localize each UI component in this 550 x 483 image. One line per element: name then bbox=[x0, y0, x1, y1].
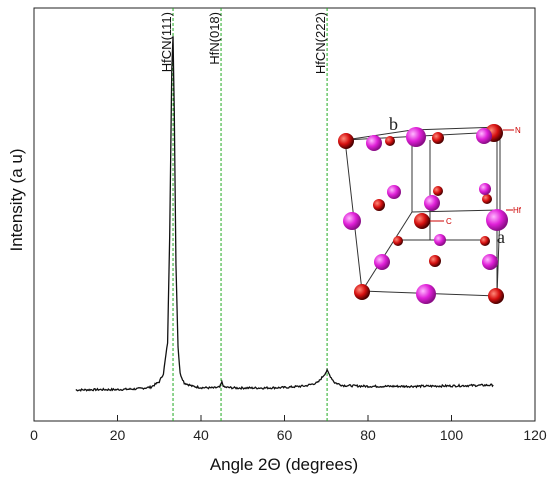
hf-atom bbox=[424, 195, 440, 211]
xrd-series-line bbox=[75, 36, 494, 392]
x-axis-label: Angle 2Θ (degrees) bbox=[210, 455, 358, 474]
unit-cell-edges bbox=[344, 126, 501, 297]
hf-atom-label: Hf bbox=[513, 206, 522, 215]
reference-labels: HfCN(111) HfN(018) HfCN(222) bbox=[159, 12, 328, 74]
hf-atom bbox=[416, 284, 436, 304]
axis-a-label: a bbox=[497, 227, 505, 247]
cn-atom bbox=[385, 136, 395, 146]
x-tick-label: 80 bbox=[360, 427, 376, 443]
hf-atom bbox=[366, 135, 382, 151]
series-layer bbox=[75, 36, 494, 392]
cn-atom bbox=[354, 284, 370, 300]
x-tick-label: 120 bbox=[523, 427, 547, 443]
reference-line-label: HfN(018) bbox=[207, 12, 222, 65]
cn-atom bbox=[414, 213, 430, 229]
cn-atom bbox=[433, 186, 443, 196]
hf-atom bbox=[482, 254, 498, 270]
hf-atoms bbox=[343, 127, 508, 304]
hf-atom bbox=[479, 183, 491, 195]
hf-atom bbox=[486, 209, 508, 231]
cn-atom bbox=[480, 236, 490, 246]
y-axis-label: Intensity (a u) bbox=[7, 149, 26, 252]
cn-atom bbox=[432, 132, 444, 144]
n-atom-label: N bbox=[515, 126, 521, 135]
plot-area-frame bbox=[33, 7, 536, 422]
reference-line-label: HfCN(111) bbox=[159, 12, 174, 72]
x-tick-label: 40 bbox=[193, 427, 209, 443]
cn-atom bbox=[373, 199, 385, 211]
reference-line-label: HfCN(222) bbox=[313, 12, 328, 74]
x-ticks: 0 20 40 60 80 100 120 bbox=[30, 415, 547, 443]
cn-atom bbox=[393, 236, 403, 246]
x-tick-label: 20 bbox=[110, 427, 126, 443]
c-atom-label: C bbox=[446, 217, 452, 226]
cn-atom bbox=[482, 194, 492, 204]
axis-b-label: b bbox=[389, 114, 398, 134]
hf-atom bbox=[406, 127, 426, 147]
edge-bottom-left bbox=[361, 211, 413, 292]
hf-atom bbox=[374, 254, 390, 270]
crystal-structure-inset: N Hf C b a bbox=[338, 114, 522, 304]
cn-atom bbox=[488, 288, 504, 304]
x-tick-label: 60 bbox=[277, 427, 293, 443]
hf-atom bbox=[476, 128, 492, 144]
cn-atom bbox=[429, 255, 441, 267]
hf-atom bbox=[434, 234, 446, 246]
x-tick-label: 0 bbox=[30, 427, 38, 443]
reference-lines bbox=[172, 8, 328, 421]
cn-atoms bbox=[338, 124, 504, 304]
x-tick-label: 100 bbox=[440, 427, 464, 443]
cn-atom bbox=[338, 133, 354, 149]
hf-atom bbox=[343, 212, 361, 230]
hf-atom bbox=[387, 185, 401, 199]
edge-top-left bbox=[344, 129, 413, 141]
